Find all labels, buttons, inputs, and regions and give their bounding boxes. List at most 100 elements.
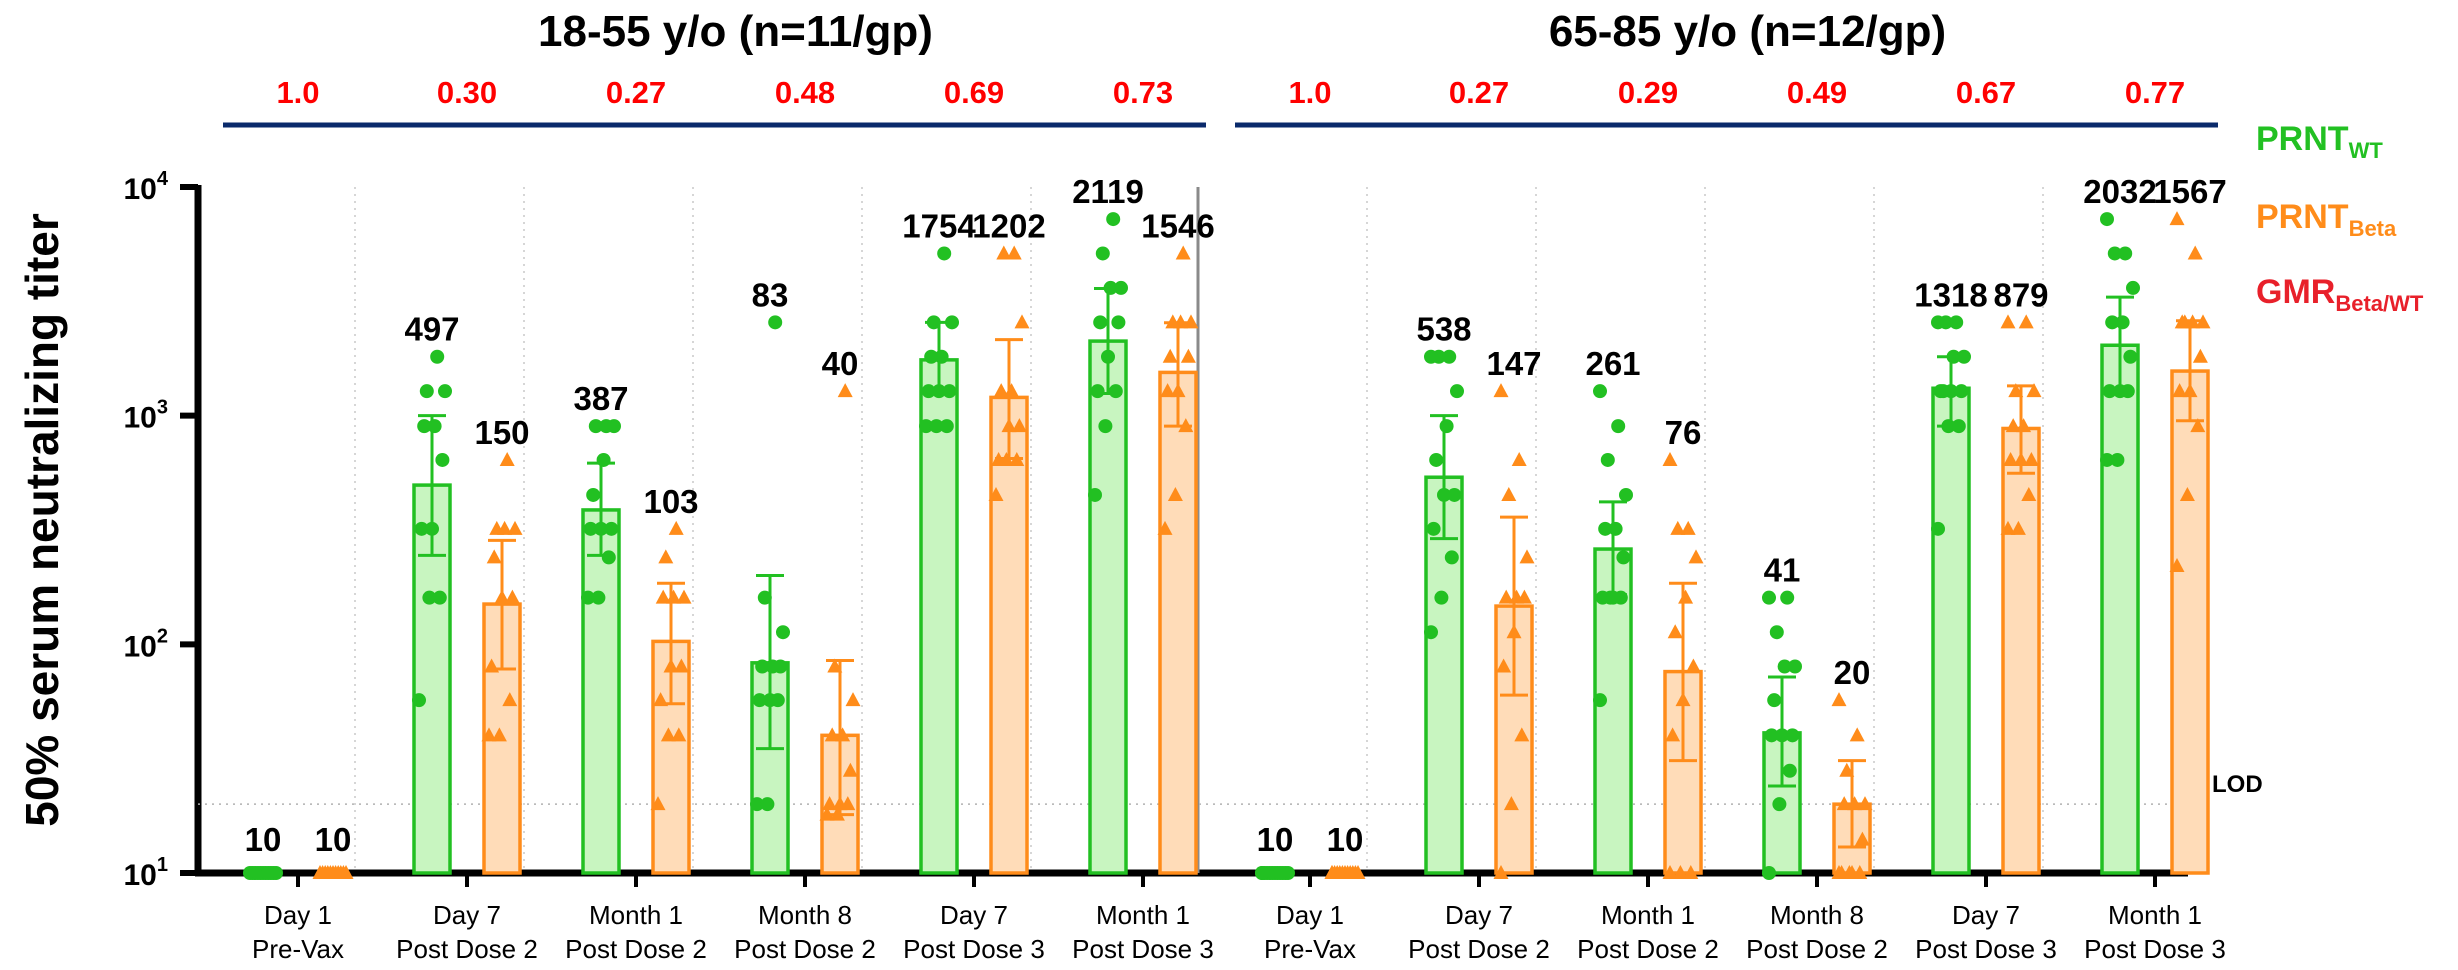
y-tick-base: 10 [124,859,157,892]
x-tick-label-line1: Day 7 [940,900,1008,930]
prnt-wt-point [1772,797,1787,812]
prnt-beta-point [1511,451,1527,466]
y-tick-base: 10 [124,630,157,663]
gmr-value: 0.27 [606,75,666,110]
prnt-wt-point [1593,384,1607,399]
prnt-wt-point [752,693,767,708]
prnt-wt-point [1619,487,1633,502]
prnt-beta-bar [1158,370,1198,875]
prnt-beta-point [842,762,858,777]
prnt-wt-point [1439,419,1454,434]
prnt-beta-point [2026,383,2042,398]
prnt-beta-point [1678,589,1694,604]
prnt-beta-point [1514,727,1530,742]
prnt-beta-value-label: 150 [474,414,529,451]
prnt-beta-point [1498,589,1514,604]
legend-gmr-beta-wt: GMRBeta/WT [2256,273,2424,316]
lod-label: LOD [2212,771,2263,798]
prnt-beta-point [1844,865,1860,879]
prnt-wt-point [1777,659,1792,674]
prnt-beta-point [845,692,861,707]
prnt-beta-value-label: 10 [1327,821,1364,858]
prnt-beta-point [1688,549,1704,564]
prnt-beta-point [2023,451,2039,466]
prnt-wt-point [1780,590,1795,605]
x-tick-label-line1: Month 1 [1096,900,1190,930]
x-tick-label-line1: Day 7 [433,900,501,930]
prnt-beta-point [1006,245,1022,260]
prnt-beta-value-label: 1567 [2153,173,2226,210]
prnt-beta-bar [989,395,1029,875]
prnt-wt-point [768,315,783,330]
gmr-value: 0.48 [775,75,835,110]
x-tick-label-line2: Post Dose 2 [1577,934,1719,964]
prnt-wt-bar [1424,475,1464,875]
prnt-wt-value-label: 387 [573,380,628,417]
prnt-beta-point [1167,486,1183,501]
legend-prnt-beta-sub: Beta [2349,216,2397,241]
prnt-wt-point [1762,590,1776,605]
prnt-wt-point [755,659,770,674]
prnt-beta-point [1503,796,1519,811]
prnt-wt-point [919,419,933,434]
prnt-wt-point [1782,763,1797,778]
prnt-wt-point [1598,521,1613,536]
prnt-wt-point [412,693,426,708]
prnt-beta-point [658,549,674,564]
prnt-wt-point [601,550,616,565]
prnt-beta-point [1342,865,1358,879]
prnt-beta-point [504,589,520,604]
prnt-wt-point [604,521,619,536]
prnt-wt-point [432,590,447,605]
gmr-value: 0.49 [1787,75,1847,110]
prnt-wt-point [417,419,432,434]
gmr-value: 0.69 [944,75,1004,110]
prnt-beta-value-label: 1202 [972,207,1045,244]
y-tick-base: 10 [124,402,157,435]
prnt-beta-point [1175,245,1191,260]
x-tick-label-line2: Post Dose 2 [734,934,876,964]
prnt-beta-point [1160,383,1176,398]
gmr-value: 1.0 [1288,75,1331,110]
legend-prnt-wt-main: PRNT [2256,120,2349,158]
prnt-wt-point [1608,521,1623,536]
prnt-wt-point [1255,866,1269,880]
plot-error-bars [418,286,2204,849]
prnt-beta-point [822,796,838,811]
prnt-wt-point [1949,315,1964,330]
x-tick-label-line1: Day 7 [1952,900,2020,930]
gmr-value: 0.27 [1449,75,1509,110]
prnt-wt-point [1593,693,1607,708]
prnt-wt-point [750,797,764,812]
prnt-wt-value-label: 10 [1257,821,1294,858]
prnt-beta-point [1857,796,1873,811]
prnt-wt-point [929,419,944,434]
prnt-beta-point [676,589,692,604]
prnt-beta-point [2010,520,2026,535]
prnt-beta-point [650,796,666,811]
prnt-wt-point [1764,728,1779,743]
prnt-beta-point [1496,658,1512,673]
prnt-wt-point [1954,384,1969,399]
prnt-beta-point [1834,865,1850,879]
prnt-wt-value-label: 261 [1585,345,1640,382]
prnt-wt-point [1442,349,1457,364]
legend-prnt-beta: PRNTBeta [2256,198,2397,241]
prnt-wt-point [430,349,445,364]
y-tick-label: 101 [124,854,169,892]
prnt-wt-point [435,452,450,467]
gmr-value: 0.29 [1618,75,1678,110]
prnt-beta-point [1831,692,1847,707]
plot-points [243,211,2211,880]
y-tick-label: 102 [124,625,169,663]
prnt-beta-point [824,727,840,742]
y-tick-base: 10 [124,173,157,206]
x-tick-label-line1: Month 1 [1601,900,1695,930]
prnt-wt-point [2110,452,2125,467]
prnt-beta-point [993,383,1009,398]
prnt-wt-point [2118,246,2133,261]
prnt-beta-point [1670,520,1686,535]
prnt-beta-point [2179,486,2195,501]
prnt-wt-point [1936,384,1951,399]
